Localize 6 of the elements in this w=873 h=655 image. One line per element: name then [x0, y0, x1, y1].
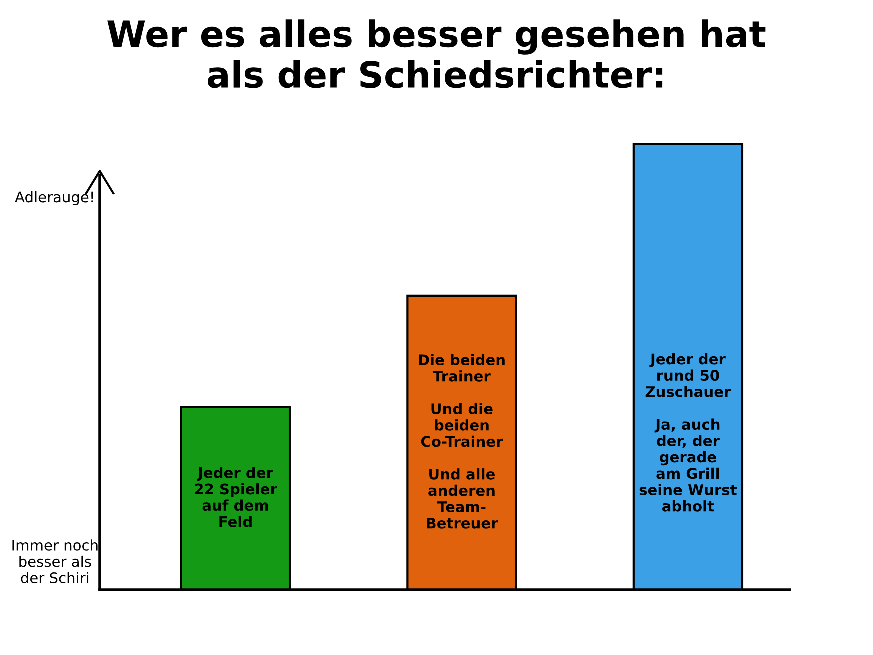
category-label: Die beiden Trainer Und die beiden Co-Trainer Und alle anderen Team- Betreuer: [419, 354, 505, 529]
category-label: Jeder der rund 50 Zuschauer Ja, auch der, der gerade am Grill seine Wurst abholt: [640, 353, 737, 512]
text: Adlerauge!: [15, 191, 94, 206]
text: Immer noch besser als der Schiri: [12, 540, 98, 584]
x-tick-label: Jeder der 22 Spieler auf dem Feld: [195, 467, 278, 528]
chart-title: Wer es alles besser gesehen hat als der Schiedsrichter:: [108, 20, 766, 88]
